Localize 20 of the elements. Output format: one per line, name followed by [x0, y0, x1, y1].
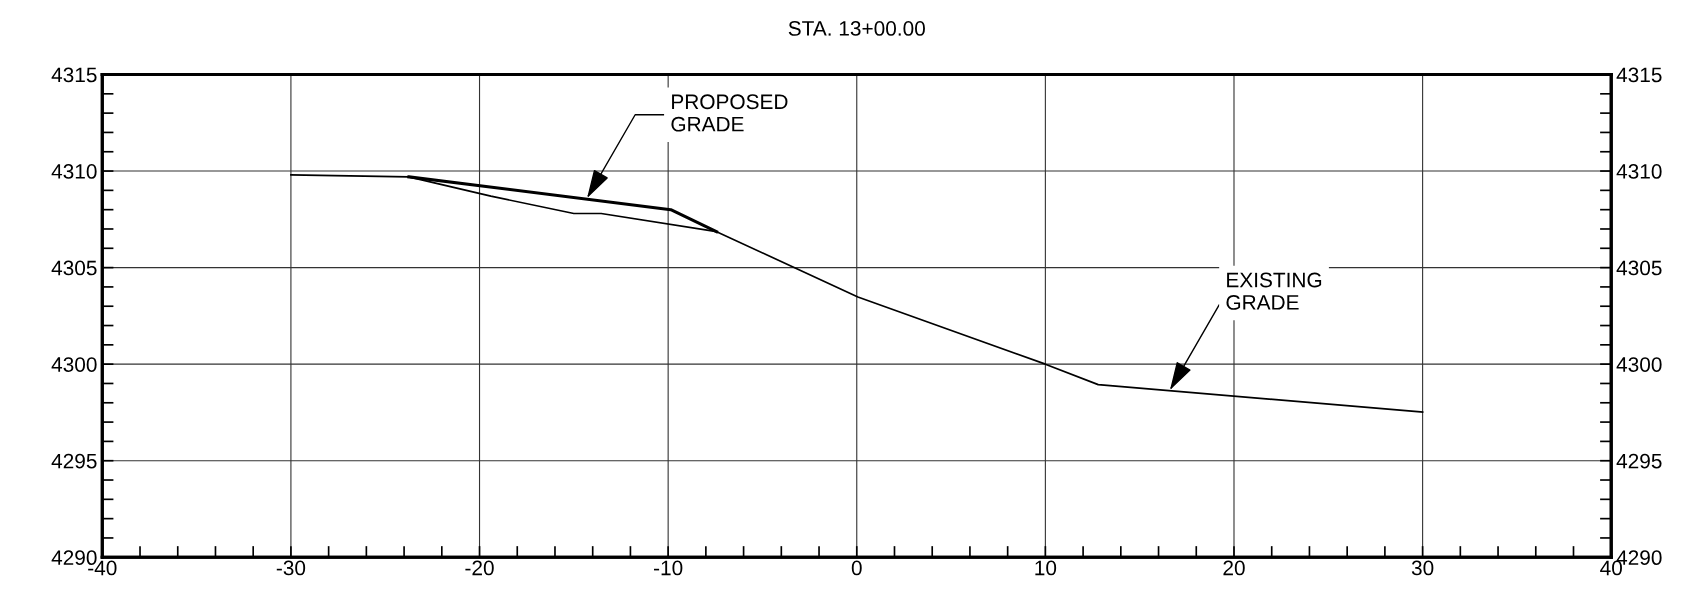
x-tick-label: -20	[465, 560, 494, 576]
x-tick-label: -30	[276, 560, 306, 576]
y2-tick-label: 4315	[1616, 67, 1662, 83]
annotation: EXISTING GRADE	[1226, 272, 1322, 310]
y2-tick-label: 4305	[1616, 260, 1662, 276]
y-tick-label: 4295	[51, 453, 97, 469]
x-tick-label: 10	[1035, 560, 1057, 576]
y-tick-label: 4305	[51, 260, 97, 276]
y-tick-label: 4315	[51, 67, 97, 83]
annotation: PROPOSED GRADE	[671, 94, 788, 132]
y2-tick-label: 4310	[1616, 164, 1662, 179]
x-tick-label: 20	[1223, 560, 1245, 576]
chart-title: STA. 13+00.00	[788, 21, 925, 36]
y-tick-label: 4310	[51, 164, 97, 179]
x-tick-label: 0	[851, 560, 862, 576]
y2-tick-label: 4300	[1616, 357, 1662, 372]
y2-tick-label: 4295	[1616, 453, 1662, 469]
x-tick-label: 30	[1411, 560, 1434, 576]
y-tick-label: 4300	[51, 357, 97, 372]
x-tick-label: -10	[654, 560, 683, 576]
